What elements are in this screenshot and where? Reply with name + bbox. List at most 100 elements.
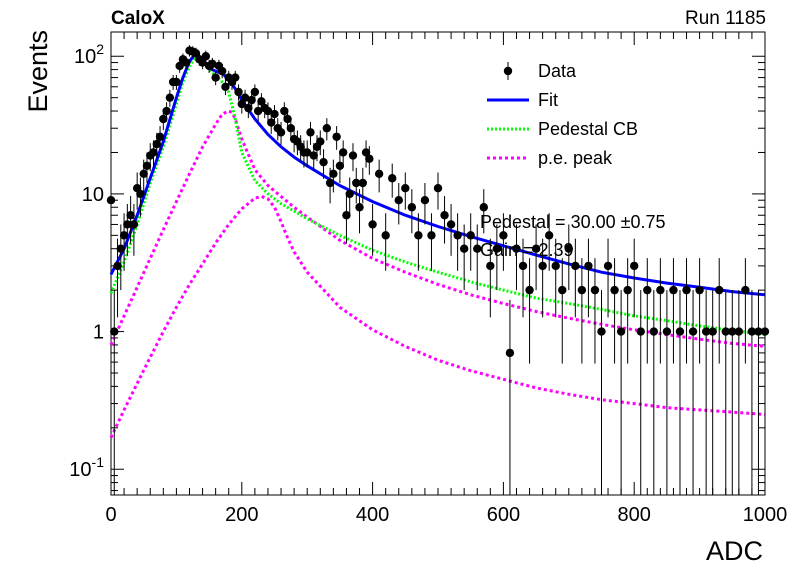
data-point xyxy=(597,290,606,495)
data-point xyxy=(182,56,191,70)
data-point xyxy=(760,290,770,495)
data-point xyxy=(538,238,547,318)
data-point xyxy=(381,213,390,271)
data-marker xyxy=(162,106,171,116)
data-point xyxy=(240,89,250,107)
data-point xyxy=(270,105,279,125)
data-marker xyxy=(741,285,750,295)
data-marker xyxy=(446,220,456,229)
data-marker xyxy=(267,118,276,127)
data-marker xyxy=(155,132,165,141)
data-point xyxy=(221,79,230,96)
data-marker xyxy=(427,231,436,240)
data-point xyxy=(211,70,220,86)
data-point xyxy=(253,102,263,122)
legend-label: p.e. peak xyxy=(538,148,613,168)
data-marker xyxy=(221,82,230,91)
data-marker xyxy=(182,58,191,67)
data-marker xyxy=(126,211,135,220)
legend-data-marker xyxy=(503,66,513,76)
data-marker xyxy=(345,189,354,199)
data-marker xyxy=(675,327,685,336)
data-point xyxy=(603,238,613,318)
data-point xyxy=(329,159,338,193)
data-marker xyxy=(136,189,145,199)
data-point xyxy=(342,196,351,244)
data-point xyxy=(407,189,417,234)
data-marker xyxy=(558,285,567,295)
data-point xyxy=(590,258,600,364)
data-marker xyxy=(368,220,377,229)
data-marker xyxy=(201,52,211,61)
data-marker xyxy=(355,203,364,212)
data-point xyxy=(129,203,139,256)
data-point xyxy=(656,258,665,364)
data-point xyxy=(643,258,652,364)
data-marker xyxy=(473,244,482,253)
data-point xyxy=(263,102,273,122)
data-point xyxy=(276,122,286,145)
fit-curve xyxy=(109,51,766,297)
data-marker xyxy=(682,285,691,295)
data-point xyxy=(427,213,436,271)
data-point xyxy=(499,213,508,271)
data-point xyxy=(741,258,750,364)
data-point xyxy=(319,149,328,179)
legend-label: Pedestal CB xyxy=(538,119,638,139)
data-marker xyxy=(319,157,328,167)
data-marker xyxy=(348,151,358,160)
data-marker xyxy=(322,124,332,133)
data-point xyxy=(338,140,348,168)
data-point xyxy=(106,183,116,225)
data-marker xyxy=(649,327,659,336)
data-point xyxy=(715,258,724,364)
data-marker xyxy=(342,211,351,220)
data-point xyxy=(250,84,260,101)
y-tick-label: 102 xyxy=(74,41,104,68)
data-marker xyxy=(303,148,312,157)
data-point xyxy=(446,203,456,256)
data-point xyxy=(201,50,211,63)
data-marker xyxy=(237,99,246,109)
data-marker xyxy=(234,87,243,97)
data-point xyxy=(110,290,119,495)
data-point xyxy=(358,167,367,204)
x-tick-label: 800 xyxy=(618,504,651,526)
data-point xyxy=(414,213,423,271)
data-point xyxy=(113,238,122,318)
data-marker xyxy=(106,196,116,205)
y-tick-label: 10 xyxy=(82,184,104,206)
data-point xyxy=(355,189,364,234)
data-marker xyxy=(734,327,744,336)
data-marker xyxy=(669,285,678,295)
data-marker xyxy=(512,244,521,253)
data-marker xyxy=(152,139,161,149)
data-point xyxy=(247,92,256,110)
data-marker xyxy=(590,285,600,295)
data-point xyxy=(708,290,717,495)
data-marker xyxy=(656,285,665,295)
data-marker xyxy=(309,151,318,160)
data-point xyxy=(440,196,449,244)
stats-gain: Gain = 2.39 xyxy=(480,240,574,260)
data-marker xyxy=(257,97,266,106)
data-marker xyxy=(597,327,606,336)
data-point xyxy=(636,290,645,495)
data-point xyxy=(728,290,737,495)
experiment-label: CaloX xyxy=(111,8,165,29)
data-marker xyxy=(253,106,263,116)
data-marker xyxy=(636,327,645,336)
data-point xyxy=(306,122,315,145)
y-tick-label: 1 xyxy=(93,322,104,344)
data-point xyxy=(754,290,763,495)
data-marker xyxy=(129,220,139,229)
data-point xyxy=(701,290,711,495)
legend-label: Data xyxy=(538,61,577,81)
data-point xyxy=(348,143,358,172)
data-marker xyxy=(244,103,253,113)
data-point xyxy=(453,213,462,271)
data-point xyxy=(473,224,482,291)
data-marker xyxy=(358,178,367,188)
data-marker xyxy=(571,261,580,271)
data-marker xyxy=(263,106,273,116)
